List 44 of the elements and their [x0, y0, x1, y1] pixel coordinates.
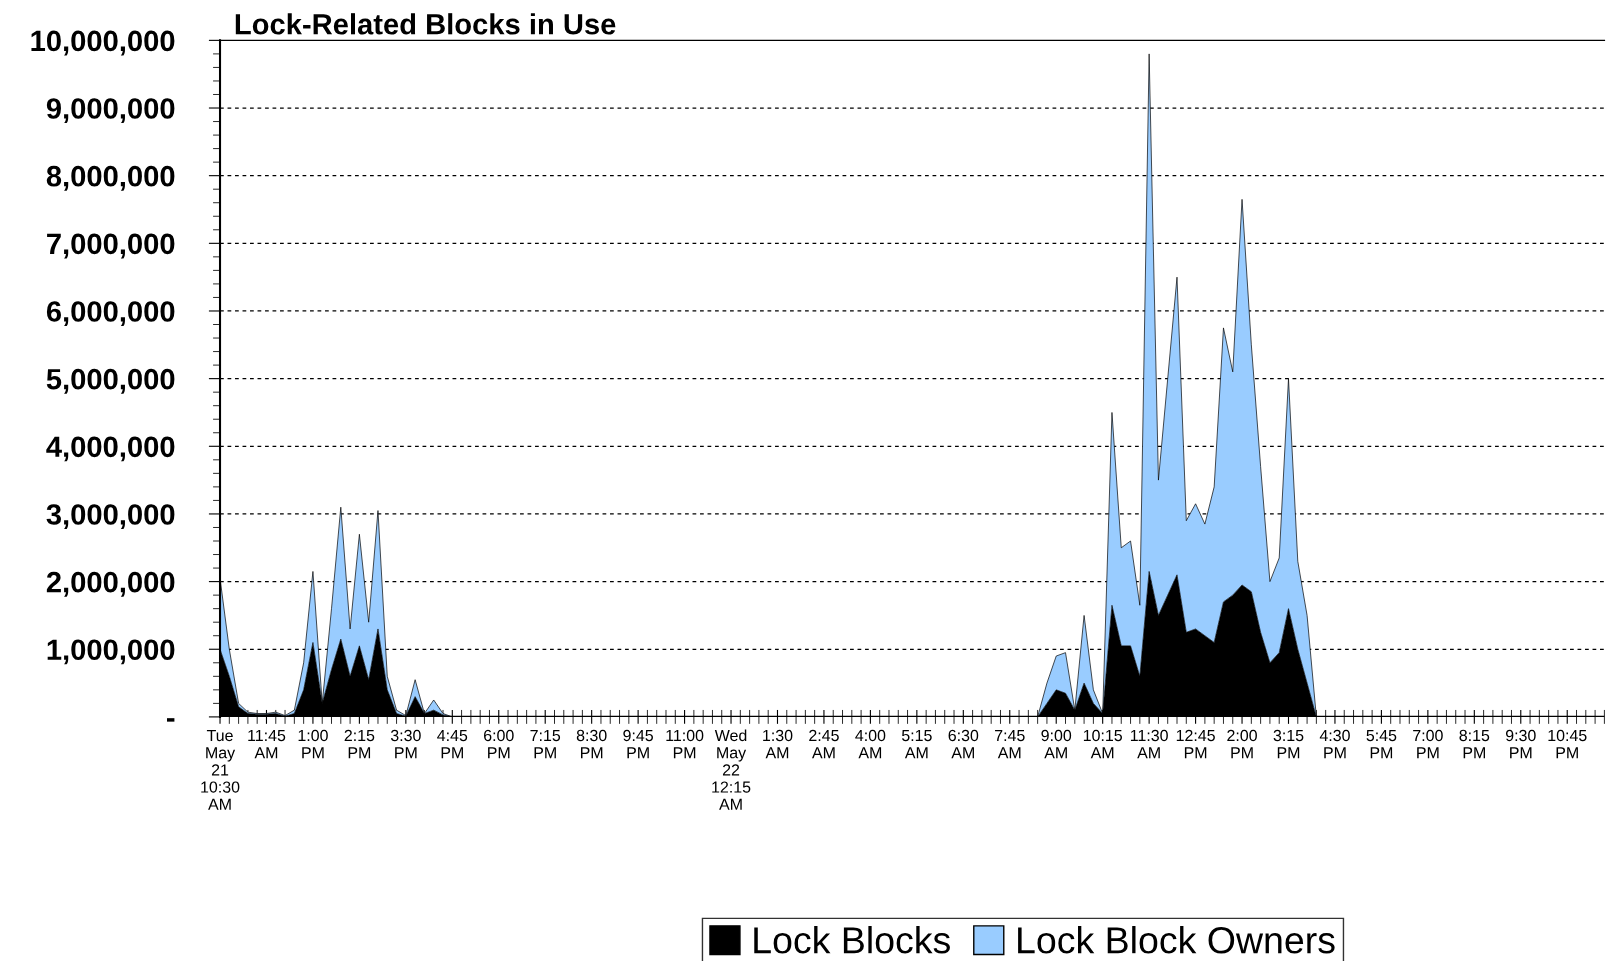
y-tick-label: 5,000,000 [46, 368, 175, 394]
x-tick-label: 4:30 PM [1319, 729, 1350, 759]
x-tick-label: 7:45 AM [995, 729, 1025, 759]
x-tick-label: 9:45 PM [623, 729, 653, 759]
x-tick-label: 9:30 PM [1505, 729, 1536, 759]
y-tick-label: 7,000,000 [47, 233, 175, 259]
x-tick-label: 11:30 AM [1130, 729, 1168, 759]
x-tick-label: 11:45 AM [248, 729, 286, 759]
x-tick-label: 3:30 PM [390, 729, 421, 759]
x-tick-label: 4:00 AM [855, 729, 886, 759]
x-tick-label: Wed May 22 12:15 AM [712, 729, 751, 810]
y-tick-label: - [167, 718, 175, 722]
x-tick-label: 1:00 PM [298, 729, 328, 759]
y-tick-label: 8,000,000 [46, 165, 175, 191]
x-tick-label: 7:00 PM [1413, 729, 1443, 759]
x-tick-label: 2:15 PM [344, 729, 375, 759]
x-tick-label: 6:00 PM [484, 729, 514, 759]
legend-label: Lock Blocks [754, 926, 950, 954]
x-tick-label: 11:00 PM [666, 729, 704, 759]
y-tick-label: 6,000,000 [46, 301, 175, 327]
legend-label: Lock Block Owners [1018, 926, 1335, 954]
x-tick-label: 8:30 PM [576, 729, 607, 759]
y-tick-label: 4,000,000 [46, 436, 175, 462]
y-tick-label: 1,000,000 [47, 639, 175, 665]
x-tick-label: 8:15 PM [1459, 729, 1490, 759]
x-tick-label: 2:45 AM [809, 729, 839, 759]
y-tick-label: 10,000,000 [31, 30, 175, 56]
x-tick-label: 1:30 AM [763, 729, 793, 759]
y-tick-label: 2,000,000 [46, 571, 175, 597]
x-tick-label: 12:45 PM [1176, 729, 1215, 759]
x-tick-label: 10:15 AM [1083, 729, 1122, 759]
x-tick-label: 6:30 AM [948, 729, 979, 759]
y-tick-label: 3,000,000 [46, 504, 175, 530]
x-tick-label: 7:15 PM [530, 729, 561, 759]
x-tick-label: 4:45 PM [437, 729, 468, 759]
x-tick-label: Tue May 21 10:30 AM [201, 729, 240, 810]
y-tick-label: 9,000,000 [46, 98, 175, 124]
x-tick-label: 5:45 PM [1366, 729, 1397, 759]
x-tick-label: 9:00 AM [1041, 729, 1072, 759]
x-tick-label: 5:15 AM [901, 729, 932, 759]
x-tick-label: 2:00 PM [1227, 729, 1257, 759]
chart-title: Lock-Related Blocks in Use [235, 13, 616, 35]
x-tick-label: 10:45 PM [1548, 729, 1587, 759]
x-tick-label: 3:15 PM [1273, 729, 1304, 759]
